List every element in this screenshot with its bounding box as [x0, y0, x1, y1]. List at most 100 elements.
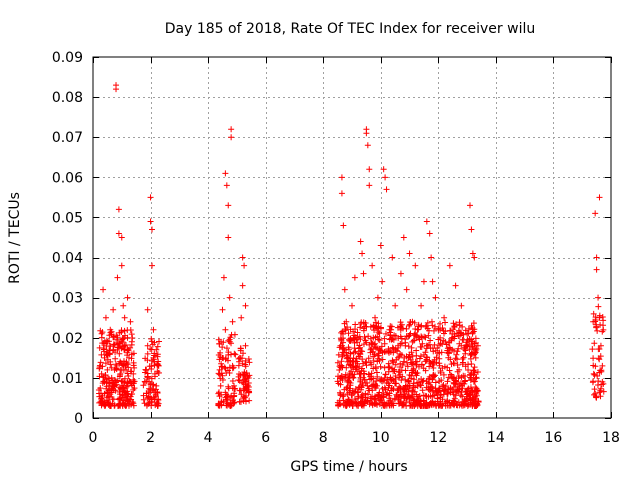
data-point: [415, 334, 422, 341]
data-point: [150, 326, 157, 333]
data-point: [360, 374, 367, 381]
data-point: [410, 337, 417, 344]
data-point: [444, 364, 451, 371]
y-tick-label: 0: [74, 411, 83, 427]
data-point: [468, 338, 475, 345]
data-point: [392, 376, 399, 383]
data-point: [343, 385, 350, 392]
data-point: [372, 314, 379, 321]
data-point: [596, 356, 603, 363]
data-point: [392, 302, 399, 309]
data-point: [151, 389, 158, 396]
data-point: [357, 336, 364, 343]
data-point: [412, 262, 419, 269]
data-point: [147, 194, 154, 201]
data-point: [106, 401, 113, 408]
data-point: [111, 376, 118, 383]
data-point: [117, 358, 124, 365]
data-point: [399, 361, 406, 368]
data-point: [430, 360, 437, 367]
data-point: [397, 270, 404, 277]
data-point: [368, 345, 375, 352]
data-point: [397, 326, 404, 333]
data-point: [408, 349, 415, 356]
data-point: [352, 386, 359, 393]
data-point: [471, 378, 478, 385]
data-point: [406, 322, 413, 329]
data-point: [231, 331, 238, 338]
data-point: [405, 377, 412, 384]
data-point: [349, 364, 356, 371]
data-point: [451, 324, 458, 331]
data-point: [108, 374, 115, 381]
data-point: [228, 351, 235, 358]
data-point: [407, 356, 414, 363]
data-point: [472, 349, 479, 356]
data-point: [220, 274, 227, 281]
data-point: [102, 372, 109, 379]
data-point: [436, 349, 443, 356]
data-point: [381, 374, 388, 381]
data-point: [402, 376, 409, 383]
data-point: [460, 336, 467, 343]
data-point: [372, 382, 379, 389]
data-point: [215, 402, 222, 409]
data-point: [473, 346, 480, 353]
data-point: [389, 254, 396, 261]
x-tick-label: 14: [487, 430, 505, 446]
data-point: [372, 340, 379, 347]
data-point: [154, 402, 161, 409]
data-point: [118, 234, 125, 241]
data-point: [102, 360, 109, 367]
data-point: [472, 375, 479, 382]
data-point: [242, 342, 249, 349]
data-point: [114, 377, 121, 384]
data-point: [242, 361, 249, 368]
data-point: [592, 314, 599, 321]
data-point: [342, 371, 349, 378]
data-point: [367, 359, 374, 366]
data-point: [374, 352, 381, 359]
data-point: [382, 174, 389, 181]
data-point: [229, 362, 236, 369]
data-point: [236, 377, 243, 384]
data-point: [118, 378, 125, 385]
data-point: [469, 343, 476, 350]
data-point: [437, 320, 444, 327]
data-point: [406, 250, 413, 257]
data-point: [338, 337, 345, 344]
data-point: [218, 338, 225, 345]
data-point: [241, 262, 248, 269]
data-point: [468, 322, 475, 329]
data-point: [146, 385, 153, 392]
data-point: [390, 359, 397, 366]
data-point: [151, 350, 158, 357]
data-point: [402, 336, 409, 343]
data-point: [467, 352, 474, 359]
data-point: [468, 351, 475, 358]
data-point: [422, 349, 429, 356]
data-point: [440, 337, 447, 344]
data-point: [462, 327, 469, 334]
data-point: [397, 389, 404, 396]
data-point: [360, 319, 367, 326]
data-point: [372, 400, 379, 407]
data-point: [121, 314, 128, 321]
data-point: [454, 368, 461, 375]
data-point: [406, 398, 413, 405]
data-point: [409, 338, 416, 345]
data-point: [597, 353, 604, 360]
data-point: [103, 385, 110, 392]
data-point: [130, 400, 137, 407]
data-point: [424, 325, 431, 332]
data-point: [591, 340, 598, 347]
data-point: [222, 170, 229, 177]
data-point: [140, 382, 147, 389]
data-point: [110, 306, 117, 313]
x-tick-label: 6: [261, 430, 270, 446]
data-point: [372, 365, 379, 372]
data-point: [427, 359, 434, 366]
data-point: [444, 389, 451, 396]
data-point: [597, 342, 604, 349]
